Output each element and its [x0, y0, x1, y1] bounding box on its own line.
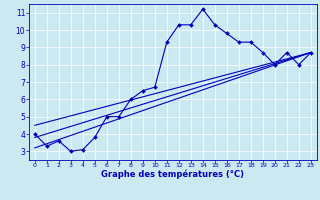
X-axis label: Graphe des températures (°C): Graphe des températures (°C): [101, 170, 244, 179]
